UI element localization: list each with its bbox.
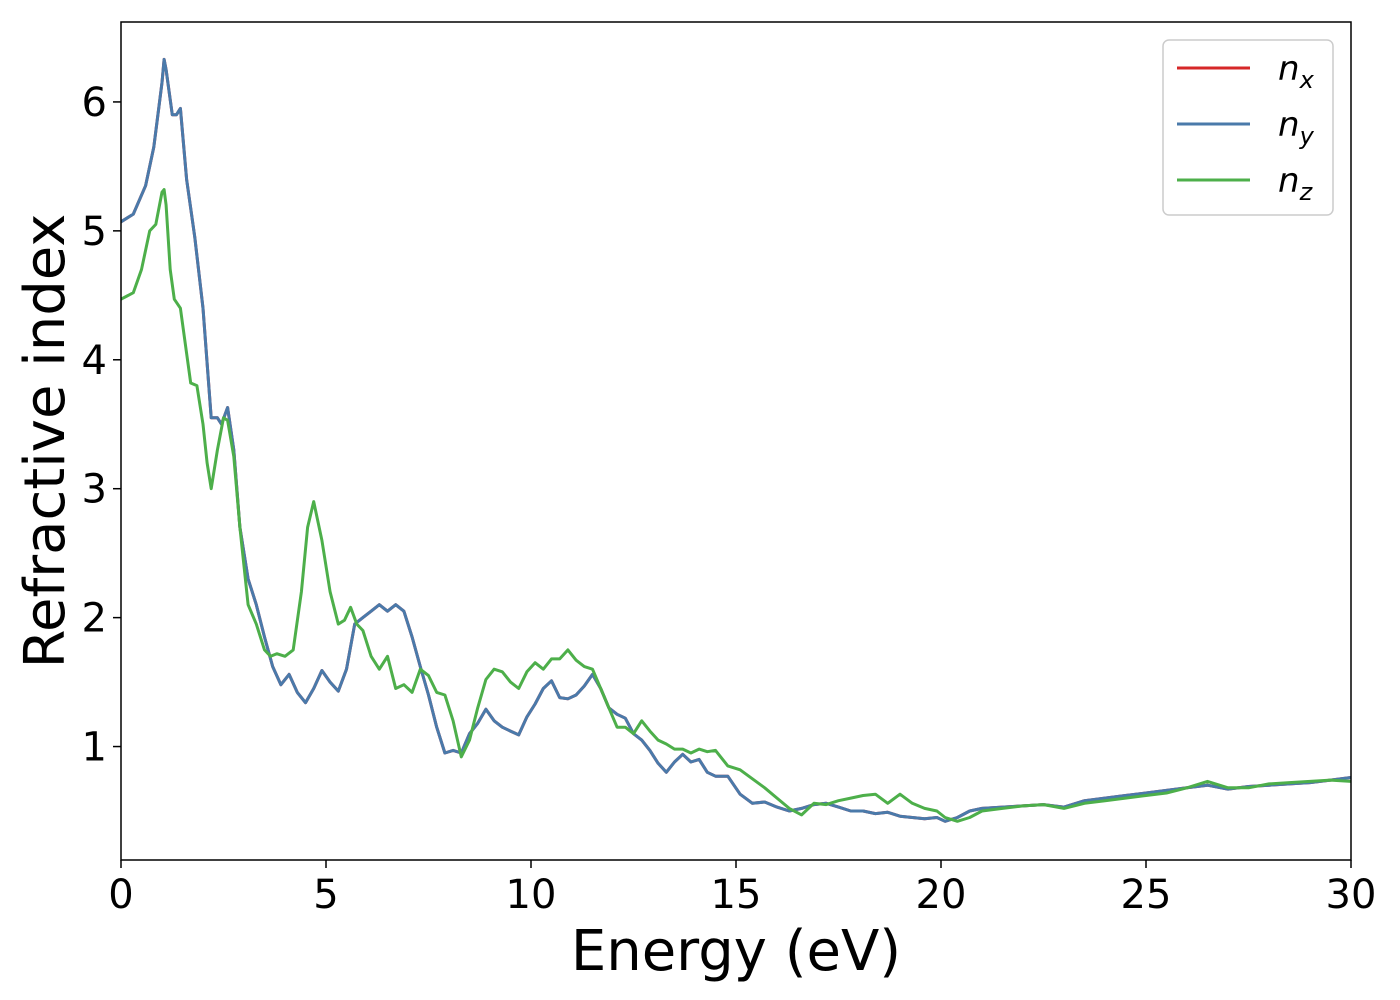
x-tick-label: 20 <box>916 872 967 918</box>
x-tick-label: 10 <box>506 872 557 918</box>
y-tick-label: 4 <box>82 338 107 384</box>
y-tick-label: 3 <box>82 467 107 513</box>
plot-lines <box>121 57 1351 823</box>
x-tick-label: 25 <box>1121 872 1172 918</box>
x-axis-title: Energy (eV) <box>571 919 901 984</box>
y-tick-label: 1 <box>82 725 107 771</box>
y-axis-title: Refractive index <box>13 214 78 669</box>
x-tick-label: 30 <box>1326 872 1377 918</box>
y-tick-label: 5 <box>82 209 107 255</box>
x-tick-label: 0 <box>108 872 133 918</box>
series-line-y <box>121 57 1351 823</box>
x-tick-label: 15 <box>711 872 762 918</box>
y-axis-ticks: 1 2 3 4 5 6 <box>82 80 121 771</box>
y-tick-label: 6 <box>82 80 107 126</box>
series-line-z <box>121 188 1351 823</box>
x-tick-label: 5 <box>313 872 338 918</box>
legend-box <box>1162 39 1334 216</box>
x-axis-ticks: 0 5 10 15 20 25 30 <box>108 860 1376 918</box>
y-tick-label: 2 <box>82 596 107 642</box>
